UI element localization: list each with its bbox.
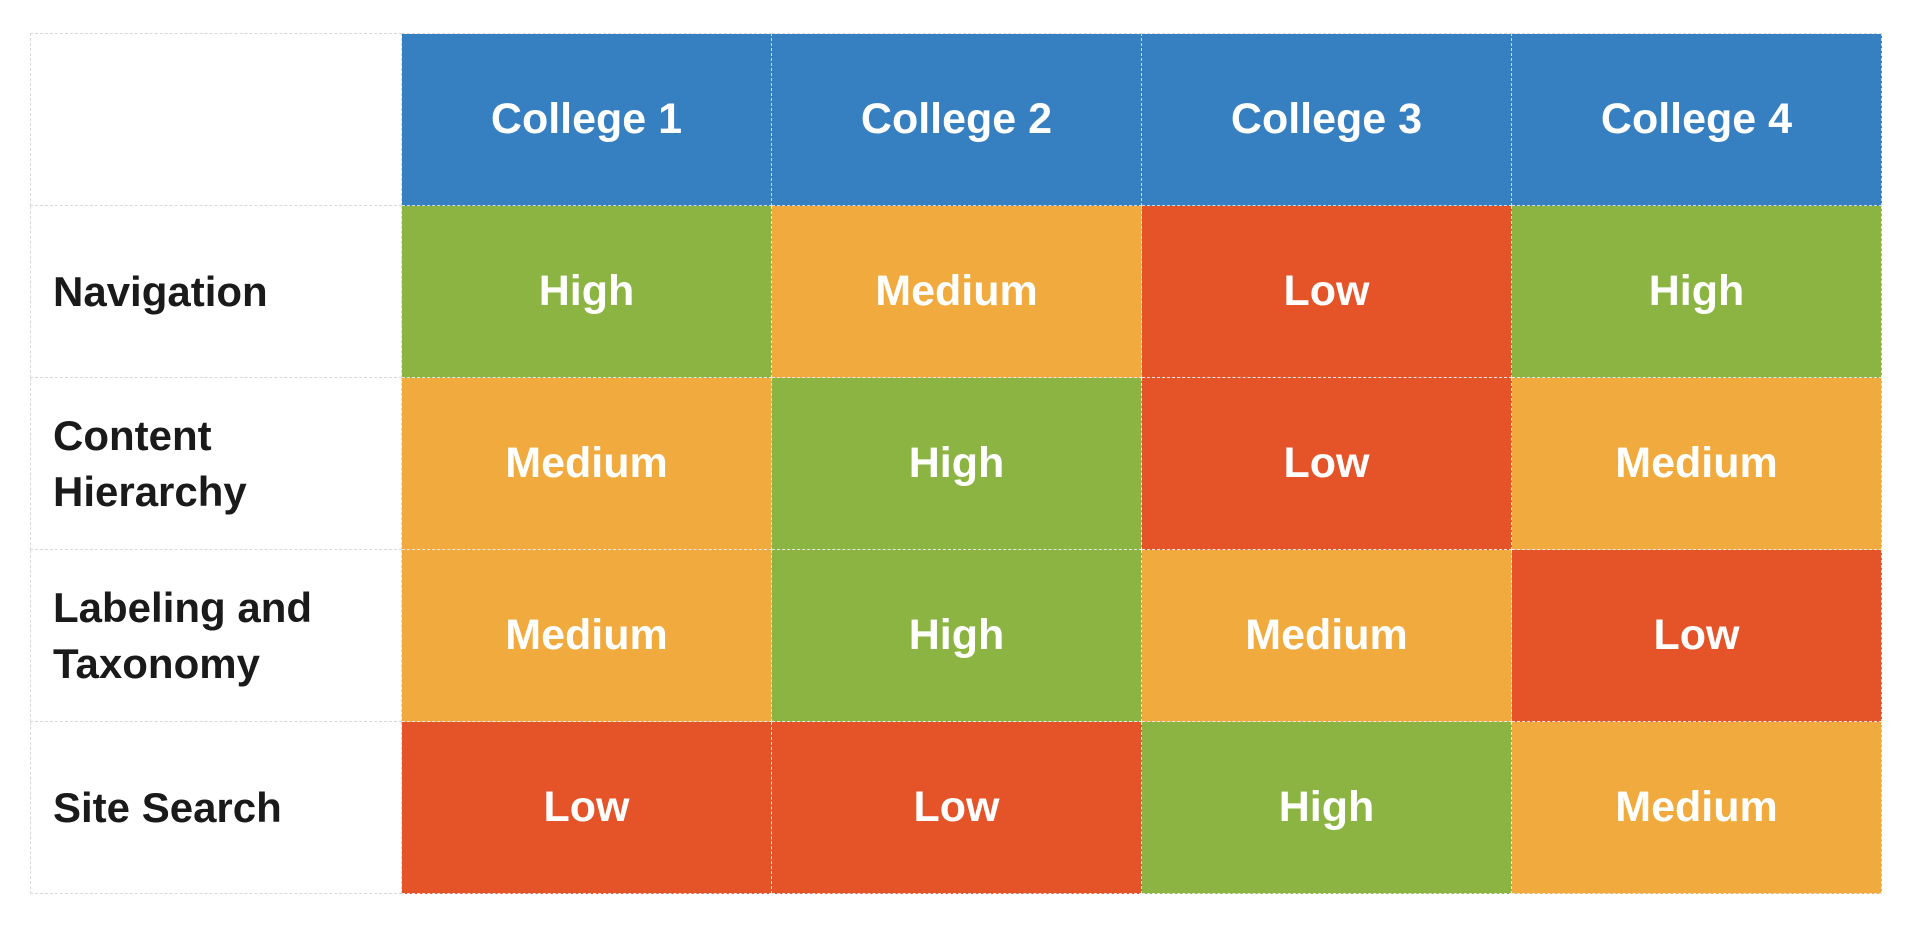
rating-cell: Medium	[1141, 549, 1512, 722]
table-row-site-search: Site Search Low Low High Medium	[30, 721, 1882, 894]
table-row-content-hierarchy: Content Hierarchy Medium High Low Medium	[30, 377, 1882, 550]
rating-cell: Medium	[771, 205, 1142, 378]
row-header-labeling-taxonomy: Labeling and Taxonomy	[30, 549, 402, 722]
column-header-college-2: College 2	[771, 33, 1142, 206]
corner-cell	[30, 33, 402, 206]
rating-cell: Low	[1141, 377, 1512, 550]
header-row: College 1 College 2 College 3 College 4	[30, 33, 1882, 206]
rating-cell: High	[771, 377, 1142, 550]
column-header-college-1: College 1	[401, 33, 772, 206]
rating-cell: Medium	[1511, 721, 1882, 894]
rating-cell: High	[771, 549, 1142, 722]
rating-cell: Low	[401, 721, 772, 894]
rating-cell: Low	[771, 721, 1142, 894]
rating-cell: Medium	[401, 549, 772, 722]
row-header-content-hierarchy: Content Hierarchy	[30, 377, 402, 550]
rating-cell: Low	[1141, 205, 1512, 378]
rating-cell: Low	[1511, 549, 1882, 722]
rating-cell: Medium	[1511, 377, 1882, 550]
column-header-college-3: College 3	[1141, 33, 1512, 206]
rating-cell: Medium	[401, 377, 772, 550]
table-row-labeling-taxonomy: Labeling and Taxonomy Medium High Medium …	[30, 549, 1882, 722]
rating-cell: High	[1141, 721, 1512, 894]
row-header-navigation: Navigation	[30, 205, 402, 378]
rating-matrix: College 1 College 2 College 3 College 4 …	[30, 33, 1882, 894]
column-header-college-4: College 4	[1511, 33, 1882, 206]
row-header-site-search: Site Search	[30, 721, 402, 894]
table-row-navigation: Navigation High Medium Low High	[30, 205, 1882, 378]
rating-cell: High	[1511, 205, 1882, 378]
rating-cell: High	[401, 205, 772, 378]
